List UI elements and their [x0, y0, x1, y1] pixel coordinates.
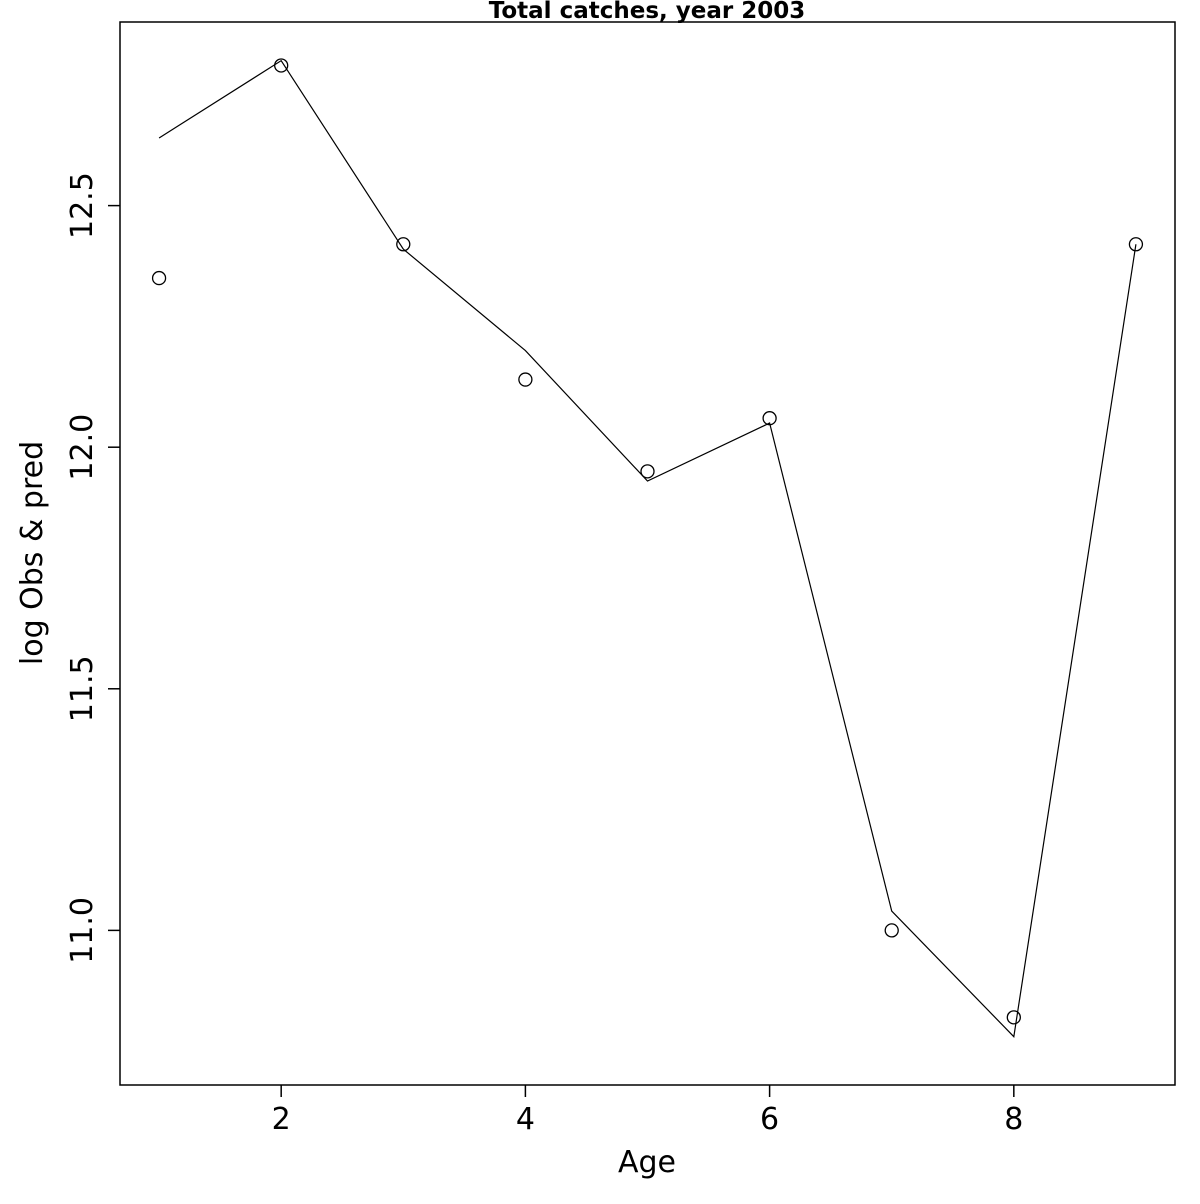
observed-point: [151, 270, 167, 286]
x-tick-label: 8: [1004, 1102, 1023, 1137]
predicted-line: [158, 59, 1137, 1038]
observed-point: [1128, 237, 1144, 252]
chart-title: Total catches, year 2003: [489, 0, 806, 24]
y-tick-label: 11.5: [65, 655, 100, 722]
x-axis-label: Age: [618, 1145, 676, 1180]
observed-point: [518, 372, 533, 387]
observed-point: [274, 58, 289, 73]
observed-point: [640, 464, 655, 479]
plot-content: 2 4 6 8 11.0 11.5 12.0 12.5: [65, 21, 1176, 1137]
y-tick-label: 12.5: [65, 172, 100, 239]
observed-point: [396, 237, 411, 252]
observed-point: [884, 923, 899, 938]
observed-point: [1006, 1010, 1021, 1025]
plot-border: [119, 21, 1176, 1086]
y-axis-label: log Obs & pred: [15, 441, 50, 665]
x-tick-label: 2: [272, 1102, 291, 1137]
x-tick-label: 4: [516, 1102, 535, 1137]
y-tick-label: 12.0: [65, 414, 100, 481]
y-tick-label: 11.0: [65, 897, 100, 964]
x-tick-label: 6: [760, 1102, 779, 1137]
